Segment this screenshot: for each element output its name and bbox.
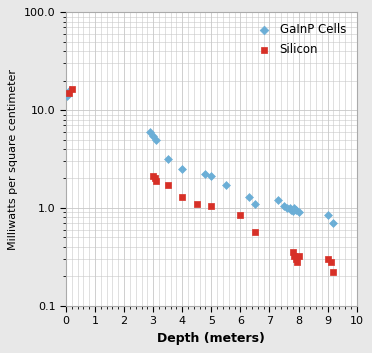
Silicon <box>237 212 243 218</box>
Silicon <box>150 174 156 179</box>
GaInP Cells <box>293 207 299 213</box>
GaInP Cells <box>281 203 287 209</box>
GaInP Cells <box>150 133 156 138</box>
GaInP Cells <box>208 174 214 179</box>
Y-axis label: Milliwatts per square centimeter: Milliwatts per square centimeter <box>8 68 18 250</box>
Silicon <box>293 256 299 262</box>
GaInP Cells <box>202 172 208 177</box>
Legend: GaInP Cells, Silicon: GaInP Cells, Silicon <box>248 18 351 61</box>
GaInP Cells <box>64 93 70 98</box>
Silicon <box>294 259 300 265</box>
GaInP Cells <box>288 207 294 213</box>
GaInP Cells <box>179 166 185 172</box>
Silicon <box>291 253 297 259</box>
Silicon <box>325 256 331 262</box>
GaInP Cells <box>153 137 159 142</box>
GaInP Cells <box>246 194 252 199</box>
GaInP Cells <box>287 205 293 211</box>
GaInP Cells <box>284 205 290 211</box>
Silicon <box>208 203 214 209</box>
Silicon <box>194 201 200 207</box>
Silicon <box>179 194 185 199</box>
GaInP Cells <box>165 156 171 161</box>
Silicon <box>330 269 336 275</box>
GaInP Cells <box>67 87 73 93</box>
X-axis label: Depth (meters): Depth (meters) <box>157 332 265 345</box>
Silicon <box>152 176 158 181</box>
GaInP Cells <box>291 205 297 211</box>
GaInP Cells <box>223 183 229 188</box>
Silicon <box>252 229 258 235</box>
GaInP Cells <box>290 208 296 214</box>
GaInP Cells <box>147 129 153 134</box>
Silicon <box>66 90 72 96</box>
GaInP Cells <box>325 212 331 218</box>
Silicon <box>295 253 301 259</box>
GaInP Cells <box>330 220 336 226</box>
GaInP Cells <box>295 210 301 215</box>
Silicon <box>165 183 171 188</box>
GaInP Cells <box>275 197 281 203</box>
Silicon <box>153 178 159 184</box>
Silicon <box>290 250 296 255</box>
GaInP Cells <box>252 201 258 207</box>
Silicon <box>69 86 75 92</box>
Silicon <box>327 259 333 265</box>
